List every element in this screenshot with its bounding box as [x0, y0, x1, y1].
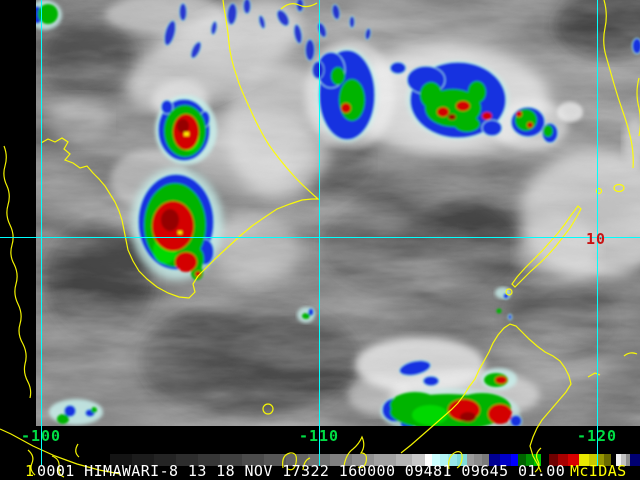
coast-philippines-1	[603, 0, 634, 169]
coast-island-a	[282, 452, 297, 471]
mcidas-logo: McIDAS	[570, 462, 627, 480]
coast-sumatra-ne	[0, 428, 121, 475]
coast-borneo-inlet	[587, 372, 601, 378]
coast-borneo	[400, 323, 572, 473]
latitude-label-10: 10	[586, 230, 607, 248]
coast-delta-3	[75, 443, 80, 458]
coast-island-c	[343, 435, 368, 469]
red-enhancement-layer	[152, 101, 533, 424]
frame-number: 1	[25, 462, 35, 480]
imagery-area	[36, 0, 640, 426]
coast-indochina	[40, 0, 320, 299]
blue-streaks	[163, 0, 372, 80]
coast-delta-1	[27, 449, 36, 476]
enhancement-colorbar	[110, 454, 640, 466]
coast-island-b	[302, 457, 311, 471]
coast-island-f	[613, 183, 625, 193]
coast-island-e	[534, 447, 542, 473]
longitude-label-100: -100	[20, 427, 62, 445]
coast-island	[505, 288, 513, 296]
yellow-enhancement-specks	[178, 132, 189, 234]
coast-sumatra-west	[3, 145, 32, 399]
longitude-label-110: -110	[298, 427, 340, 445]
coast-palawan	[511, 205, 582, 288]
coast-top-arc	[280, 2, 318, 10]
latlon-grid	[0, 0, 640, 466]
coast-island-d	[448, 451, 463, 470]
coast-philippines-2	[636, 77, 640, 137]
coast-delta-2	[51, 455, 65, 478]
longitude-label-120: -120	[576, 427, 618, 445]
status-bar: 1 0001 HIMAWARI-8 13 18 NOV 17322 160000…	[0, 464, 640, 480]
image-info-text: 0001 HIMAWARI-8 13 18 NOV 17322 160000 0…	[37, 462, 566, 480]
coast-island-ne	[623, 352, 638, 357]
coast-island-g	[595, 187, 603, 195]
coast-island-circle	[262, 403, 274, 415]
